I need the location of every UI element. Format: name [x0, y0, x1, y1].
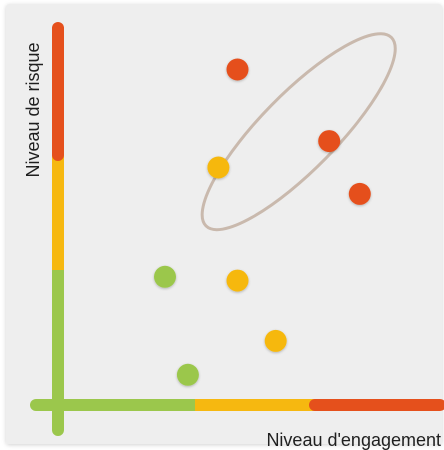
- plot-background: [6, 4, 442, 444]
- data-point-high-risk: [318, 130, 341, 153]
- data-point-low-risk: [154, 265, 176, 288]
- data-point-high-risk: [348, 182, 371, 205]
- x-axis-title: Niveau d'engagement: [266, 430, 441, 450]
- highlight-ellipse: [200, 32, 397, 232]
- data-point-medium-risk: [226, 269, 249, 292]
- data-points: [154, 58, 371, 386]
- data-point-medium-risk: [207, 156, 230, 179]
- data-point-medium-risk: [264, 329, 287, 352]
- y-axis-title: Niveau de risque: [23, 42, 43, 177]
- data-point-high-risk: [226, 58, 249, 81]
- data-point-low-risk: [176, 363, 199, 386]
